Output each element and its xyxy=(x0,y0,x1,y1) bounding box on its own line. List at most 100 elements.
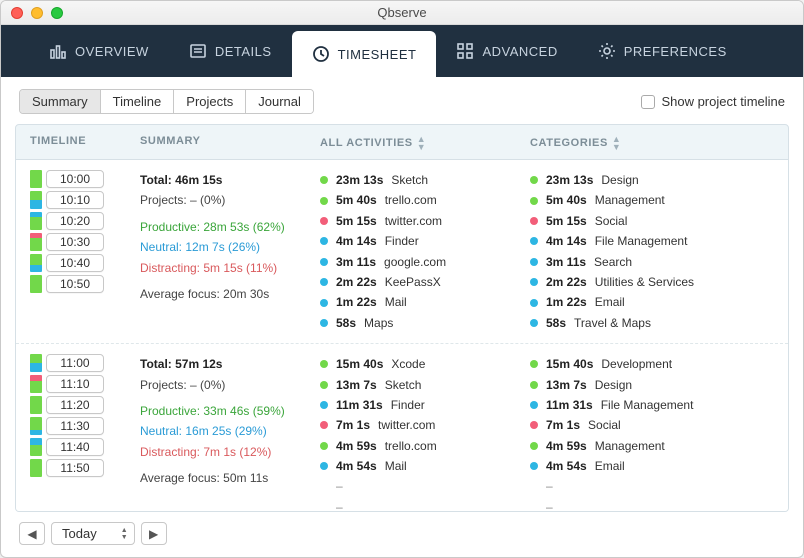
category-dot-icon xyxy=(530,421,538,429)
item-label: Travel & Maps xyxy=(574,313,651,333)
hour-block: 10:00 10:10 10:20 10:30 10:40 10:50 Total: 46m… xyxy=(16,160,788,344)
list-item: 15m 40sDevelopment xyxy=(530,354,774,374)
time-chip[interactable]: 10:00 xyxy=(46,170,104,188)
nav-overview[interactable]: OVERVIEW xyxy=(29,25,169,77)
list-item: 7m 1sSocial xyxy=(530,415,774,435)
list-item: 13m 7sDesign xyxy=(530,375,774,395)
time-row: 11:50 xyxy=(30,459,140,477)
list-item: 4m 14sFile Management xyxy=(530,231,774,251)
time-chip[interactable]: 11:20 xyxy=(46,396,104,414)
item-duration: 13m 7s xyxy=(546,375,587,395)
time-row: 11:10 xyxy=(30,375,140,393)
list-item: 3m 11sgoogle.com xyxy=(320,252,530,272)
details-icon xyxy=(189,42,207,60)
segment-journal[interactable]: Journal xyxy=(246,90,313,113)
item-label: Management xyxy=(595,436,665,456)
summary-projects: Projects: – (0%) xyxy=(140,375,320,395)
item-duration: 7m 1s xyxy=(336,415,370,435)
segment-projects[interactable]: Projects xyxy=(174,90,246,113)
activity-color-bar xyxy=(30,375,42,393)
item-duration: 13m 7s xyxy=(336,375,377,395)
item-label: twitter.com xyxy=(385,211,442,231)
item-duration: 4m 14s xyxy=(546,231,587,251)
nav-timesheet[interactable]: TIMESHEET xyxy=(292,31,437,77)
time-chip[interactable]: 11:30 xyxy=(46,417,104,435)
activity-color-bar xyxy=(30,212,42,230)
nav-details[interactable]: DETAILS xyxy=(169,25,292,77)
item-duration: 58s xyxy=(546,313,566,333)
item-label: Email xyxy=(595,456,625,476)
list-item-empty: – xyxy=(530,476,774,496)
checkbox-box xyxy=(641,95,655,109)
list-item-empty: – xyxy=(530,497,774,511)
item-duration: 11m 31s xyxy=(546,395,593,415)
category-dot-icon xyxy=(530,442,538,450)
header-categories[interactable]: CATEGORIES ▲▼ xyxy=(530,135,774,151)
time-chip[interactable]: 11:10 xyxy=(46,375,104,393)
category-dot-icon xyxy=(320,421,328,429)
item-duration: 4m 59s xyxy=(336,436,377,456)
nav-label: OVERVIEW xyxy=(75,44,149,59)
time-chip[interactable]: 10:50 xyxy=(46,275,104,293)
list-item: 13m 7s Sketch xyxy=(320,375,530,395)
summary-productive: Productive: 33m 46s (59%) xyxy=(140,401,320,421)
time-chip[interactable]: 11:50 xyxy=(46,459,104,477)
time-row: 10:30 xyxy=(30,233,140,251)
list-item: 58sMaps xyxy=(320,313,530,333)
time-chip[interactable]: 10:10 xyxy=(46,191,104,209)
category-dot-icon xyxy=(320,462,328,470)
category-dot-icon xyxy=(320,401,328,409)
time-chip[interactable]: 11:40 xyxy=(46,438,104,456)
item-duration: 23m 13s xyxy=(546,170,593,190)
item-duration: 3m 11s xyxy=(546,252,586,272)
item-duration: 5m 40s xyxy=(546,190,587,210)
nav-preferences[interactable]: PREFERENCES xyxy=(578,25,747,77)
activity-color-bar xyxy=(30,438,42,456)
nav-advanced[interactable]: ADVANCED xyxy=(436,25,577,77)
activity-color-bar xyxy=(30,233,42,251)
summary-column: Total: 57m 12sProjects: – (0%)Productive… xyxy=(140,354,320,511)
list-item: 7m 1s twitter.com xyxy=(320,415,530,435)
category-dot-icon xyxy=(320,299,328,307)
list-item: 1m 22sEmail xyxy=(530,292,774,312)
prev-period-button[interactable]: ◀ xyxy=(19,522,45,545)
list-item: 4m 54sEmail xyxy=(530,456,774,476)
summary-total: Total: 46m 15s xyxy=(140,170,320,190)
item-label: Social xyxy=(595,211,628,231)
item-label: Sketch xyxy=(385,375,422,395)
time-row: 10:10 xyxy=(30,191,140,209)
period-select[interactable]: Today ▲▼ xyxy=(51,522,135,545)
header-timeline: TIMELINE xyxy=(30,135,140,151)
item-label: twitter.com xyxy=(378,415,435,435)
time-row: 11:30 xyxy=(30,417,140,435)
category-dot-icon xyxy=(320,278,328,286)
segment-summary[interactable]: Summary xyxy=(20,90,101,113)
category-dot-icon xyxy=(320,176,328,184)
category-dot-icon xyxy=(320,442,328,450)
time-chip[interactable]: 11:00 xyxy=(46,354,104,372)
header-summary: SUMMARY xyxy=(140,135,320,151)
item-duration: 15m 40s xyxy=(546,354,593,374)
next-period-button[interactable]: ▶ xyxy=(141,522,167,545)
category-dot-icon xyxy=(530,462,538,470)
item-label: Email xyxy=(595,292,625,312)
nav-label: PREFERENCES xyxy=(624,44,727,59)
time-chip[interactable]: 10:20 xyxy=(46,212,104,230)
header-activities[interactable]: ALL ACTIVITIES ▲▼ xyxy=(320,135,530,151)
item-label: trello.com xyxy=(385,436,437,456)
segment-timeline[interactable]: Timeline xyxy=(101,90,175,113)
item-label: trello.com xyxy=(385,190,437,210)
category-dot-icon xyxy=(530,197,538,205)
show-project-timeline-checkbox[interactable]: Show project timeline xyxy=(641,94,785,109)
item-duration: 4m 14s xyxy=(336,231,377,251)
time-chip[interactable]: 10:40 xyxy=(46,254,104,272)
category-dot-icon xyxy=(530,217,538,225)
time-row: 11:00 xyxy=(30,354,140,372)
item-duration: 7m 1s xyxy=(546,415,580,435)
hour-list[interactable]: 10:00 10:10 10:20 10:30 10:40 10:50 Total: 46m… xyxy=(16,160,788,511)
category-dot-icon xyxy=(530,401,538,409)
item-label: Search xyxy=(594,252,632,272)
item-duration: 11m 31s xyxy=(336,395,383,415)
category-dot-icon xyxy=(320,258,328,266)
time-chip[interactable]: 10:30 xyxy=(46,233,104,251)
